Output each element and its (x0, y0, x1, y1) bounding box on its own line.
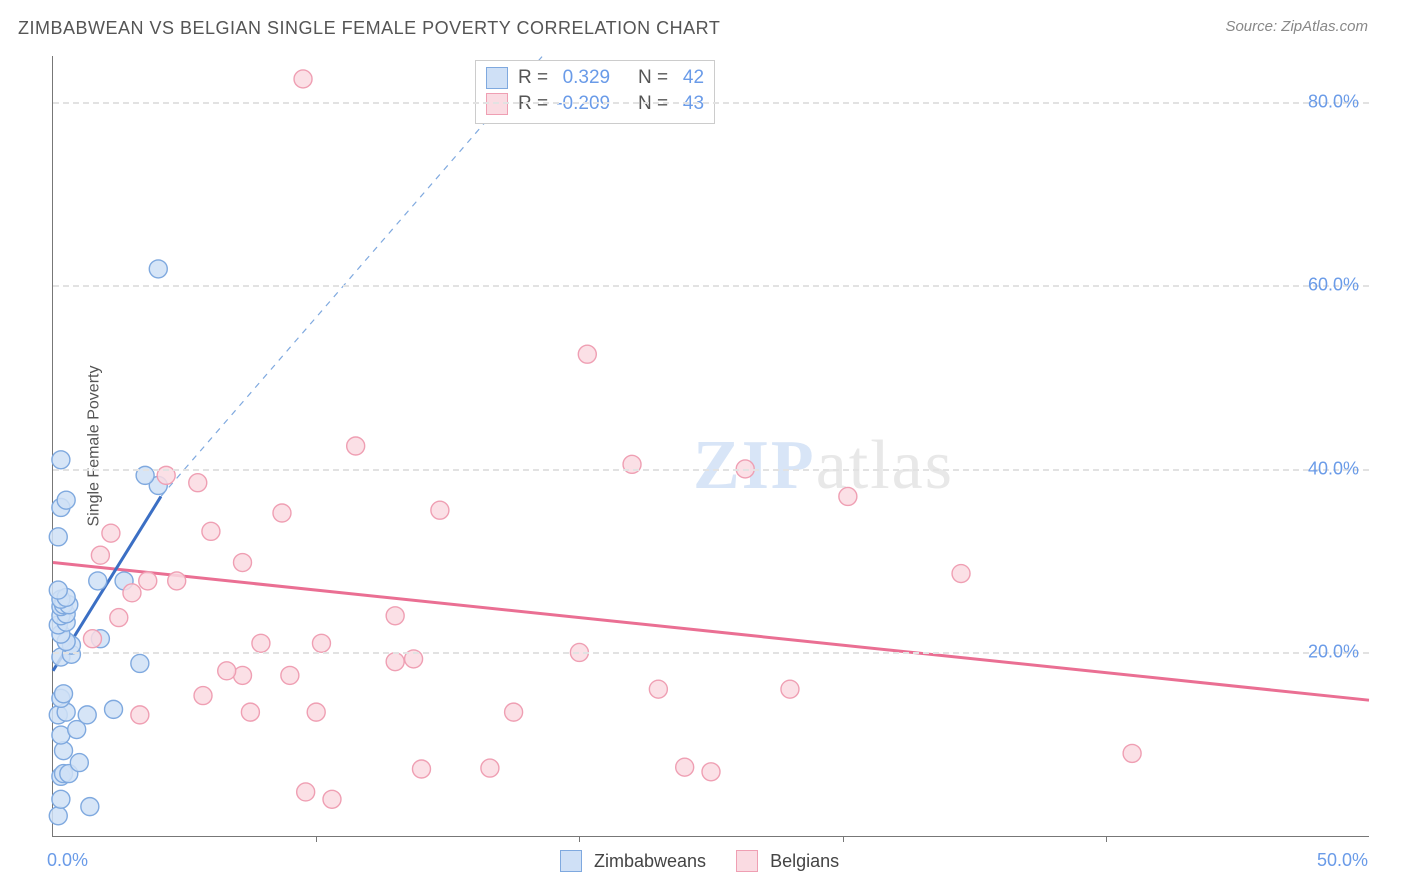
x-tick-mark (316, 836, 317, 842)
scatter-point (131, 654, 149, 672)
scatter-point (297, 783, 315, 801)
gridline (53, 652, 1369, 654)
n-label: N = (638, 91, 668, 117)
scatter-point (52, 790, 70, 808)
legend-swatch-icon (486, 67, 508, 89)
gridline (53, 102, 1369, 104)
scatter-point (676, 758, 694, 776)
scatter-point (505, 703, 523, 721)
scatter-point (481, 759, 499, 777)
legend-label: Zimbabweans (594, 851, 706, 872)
legend-item-zimbabweans: Zimbabweans (560, 850, 706, 872)
scatter-point (218, 662, 236, 680)
scatter-point (168, 572, 186, 590)
scatter-point (1123, 744, 1141, 762)
scatter-point (323, 790, 341, 808)
y-tick-label: 80.0% (1308, 91, 1359, 112)
scatter-point (139, 572, 157, 590)
n-value: 42 (674, 65, 704, 91)
correlation-row: R =0.329 N =42 (486, 65, 704, 91)
gridline (53, 285, 1369, 287)
scatter-point (102, 524, 120, 542)
legend-swatch-icon (736, 850, 758, 872)
gridline (53, 469, 1369, 471)
r-label: R = (518, 65, 548, 91)
legend-label: Belgians (770, 851, 839, 872)
scatter-point (952, 565, 970, 583)
scatter-point (386, 653, 404, 671)
correlation-row: R =-0.209 N =43 (486, 91, 704, 117)
scatter-point (252, 634, 270, 652)
scatter-point (412, 760, 430, 778)
scatter-point (52, 451, 70, 469)
scatter-point (312, 634, 330, 652)
r-value: 0.329 (554, 65, 610, 91)
scatter-point (578, 345, 596, 363)
x-tick-mark (579, 836, 580, 842)
n-label: N = (638, 65, 668, 91)
scatter-point (307, 703, 325, 721)
scatter-point (273, 504, 291, 522)
scatter-point (83, 630, 101, 648)
y-tick-label: 40.0% (1308, 458, 1359, 479)
scatter-point (649, 680, 667, 698)
scatter-point (431, 501, 449, 519)
y-tick-label: 60.0% (1308, 275, 1359, 296)
scatter-svg (53, 56, 1369, 836)
scatter-point (149, 260, 167, 278)
x-tick-mark (1106, 836, 1107, 842)
scatter-point (234, 554, 252, 572)
scatter-point (105, 700, 123, 718)
scatter-point (781, 680, 799, 698)
y-tick-label: 20.0% (1308, 642, 1359, 663)
scatter-point (49, 807, 67, 825)
scatter-point (78, 706, 96, 724)
r-value: -0.209 (554, 91, 610, 117)
scatter-point (202, 522, 220, 540)
series-legend: Zimbabweans Belgians (560, 850, 839, 872)
scatter-point (49, 528, 67, 546)
scatter-point (89, 572, 107, 590)
chart-container: ZIMBABWEAN VS BELGIAN SINGLE FEMALE POVE… (0, 0, 1406, 892)
correlation-legend: R =0.329 N =42R =-0.209 N =43 (475, 60, 715, 124)
scatter-point (57, 491, 75, 509)
scatter-point (241, 703, 259, 721)
scatter-point (347, 437, 365, 455)
scatter-point (294, 70, 312, 88)
scatter-point (110, 609, 128, 627)
scatter-point (131, 706, 149, 724)
x-axis-end-label: 50.0% (1317, 850, 1368, 871)
n-value: 43 (674, 91, 704, 117)
x-tick-mark (843, 836, 844, 842)
chart-title: ZIMBABWEAN VS BELGIAN SINGLE FEMALE POVE… (18, 18, 720, 39)
scatter-point (123, 584, 141, 602)
scatter-point (91, 546, 109, 564)
scatter-point (386, 607, 404, 625)
scatter-point (49, 581, 67, 599)
scatter-point (189, 474, 207, 492)
scatter-point (839, 487, 857, 505)
plot-area: ZIPatlas R =0.329 N =42R =-0.209 N =43 2… (52, 56, 1369, 837)
scatter-point (55, 685, 73, 703)
legend-swatch-icon (486, 93, 508, 115)
scatter-point (194, 687, 212, 705)
legend-swatch-icon (560, 850, 582, 872)
legend-item-belgians: Belgians (736, 850, 839, 872)
scatter-point (81, 798, 99, 816)
source-label: Source: ZipAtlas.com (1225, 18, 1368, 35)
scatter-point (281, 666, 299, 684)
x-axis-start-label: 0.0% (47, 850, 88, 871)
scatter-point (70, 754, 88, 772)
r-label: R = (518, 91, 548, 117)
scatter-point (702, 763, 720, 781)
